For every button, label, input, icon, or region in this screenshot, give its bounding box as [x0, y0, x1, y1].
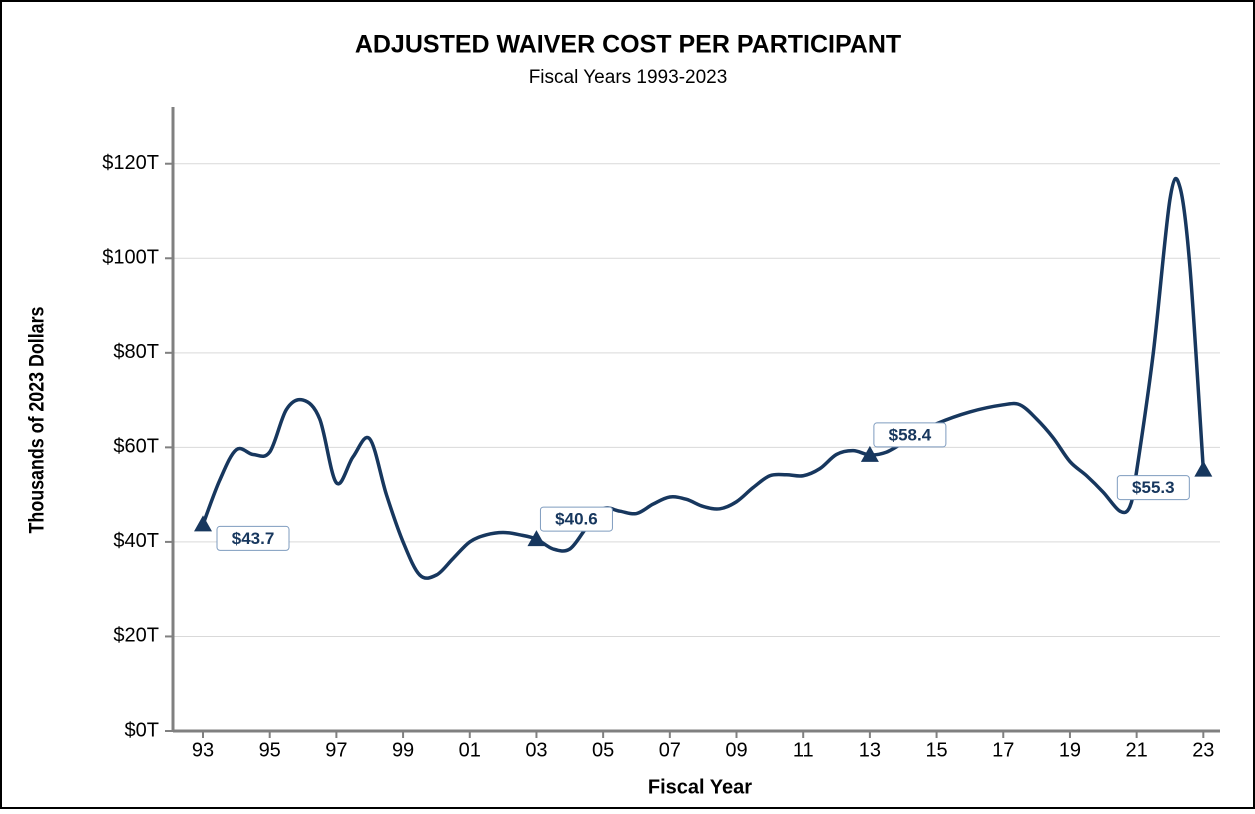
x-tick-label: 23 [1192, 739, 1214, 761]
x-tick-label: 21 [1126, 739, 1148, 761]
x-tick-label: 01 [459, 739, 481, 761]
x-tick-label: 99 [392, 739, 414, 761]
x-tick-label: 19 [1059, 739, 1081, 761]
x-tick-label: 13 [859, 739, 881, 761]
y-tick-label: $60T [113, 436, 159, 458]
y-tick-label: $120T [102, 152, 159, 174]
annotation-box [539, 506, 613, 532]
annotation-label: $40.6 [555, 510, 598, 529]
data-line [201, 176, 1206, 580]
x-tick-label: 93 [192, 739, 214, 761]
annotation-label: $43.7 [232, 529, 275, 548]
x-tick-label: 11 [793, 739, 814, 761]
chart-title: ADJUSTED WAIVER COST PER PARTICIPANT [355, 31, 901, 59]
annotation-box [873, 422, 947, 448]
x-tick-label: 95 [259, 739, 281, 761]
y-tick-label: $80T [113, 341, 159, 363]
annotation-box [216, 525, 290, 551]
y-tick-label: $0T [125, 719, 159, 741]
annotation-marker [1194, 460, 1213, 477]
x-tick-label: 07 [659, 739, 681, 761]
annotation-marker [194, 515, 213, 532]
annotation-marker [860, 445, 879, 462]
x-tick-label: 03 [525, 739, 547, 761]
x-tick-label: 97 [325, 739, 347, 761]
x-tick-label: 05 [592, 739, 614, 761]
x-tick-label: 17 [992, 739, 1014, 761]
y-tick-label: $100T [102, 247, 159, 269]
annotation-box [1116, 475, 1190, 501]
y-tick-label: $40T [113, 530, 159, 552]
x-tick-label: 09 [725, 739, 747, 761]
y-tick-label: $20T [113, 625, 159, 647]
x-axis-label: Fiscal Year [648, 776, 752, 798]
annotation-label: $58.4 [889, 425, 932, 444]
chart-subtitle: Fiscal Years 1993-2023 [529, 67, 728, 88]
y-axis-label: Thousands of 2023 Dollars [25, 306, 49, 533]
annotation-marker [527, 530, 546, 547]
annotation-label: $55.3 [1132, 478, 1175, 497]
x-tick-label: 15 [925, 739, 947, 761]
